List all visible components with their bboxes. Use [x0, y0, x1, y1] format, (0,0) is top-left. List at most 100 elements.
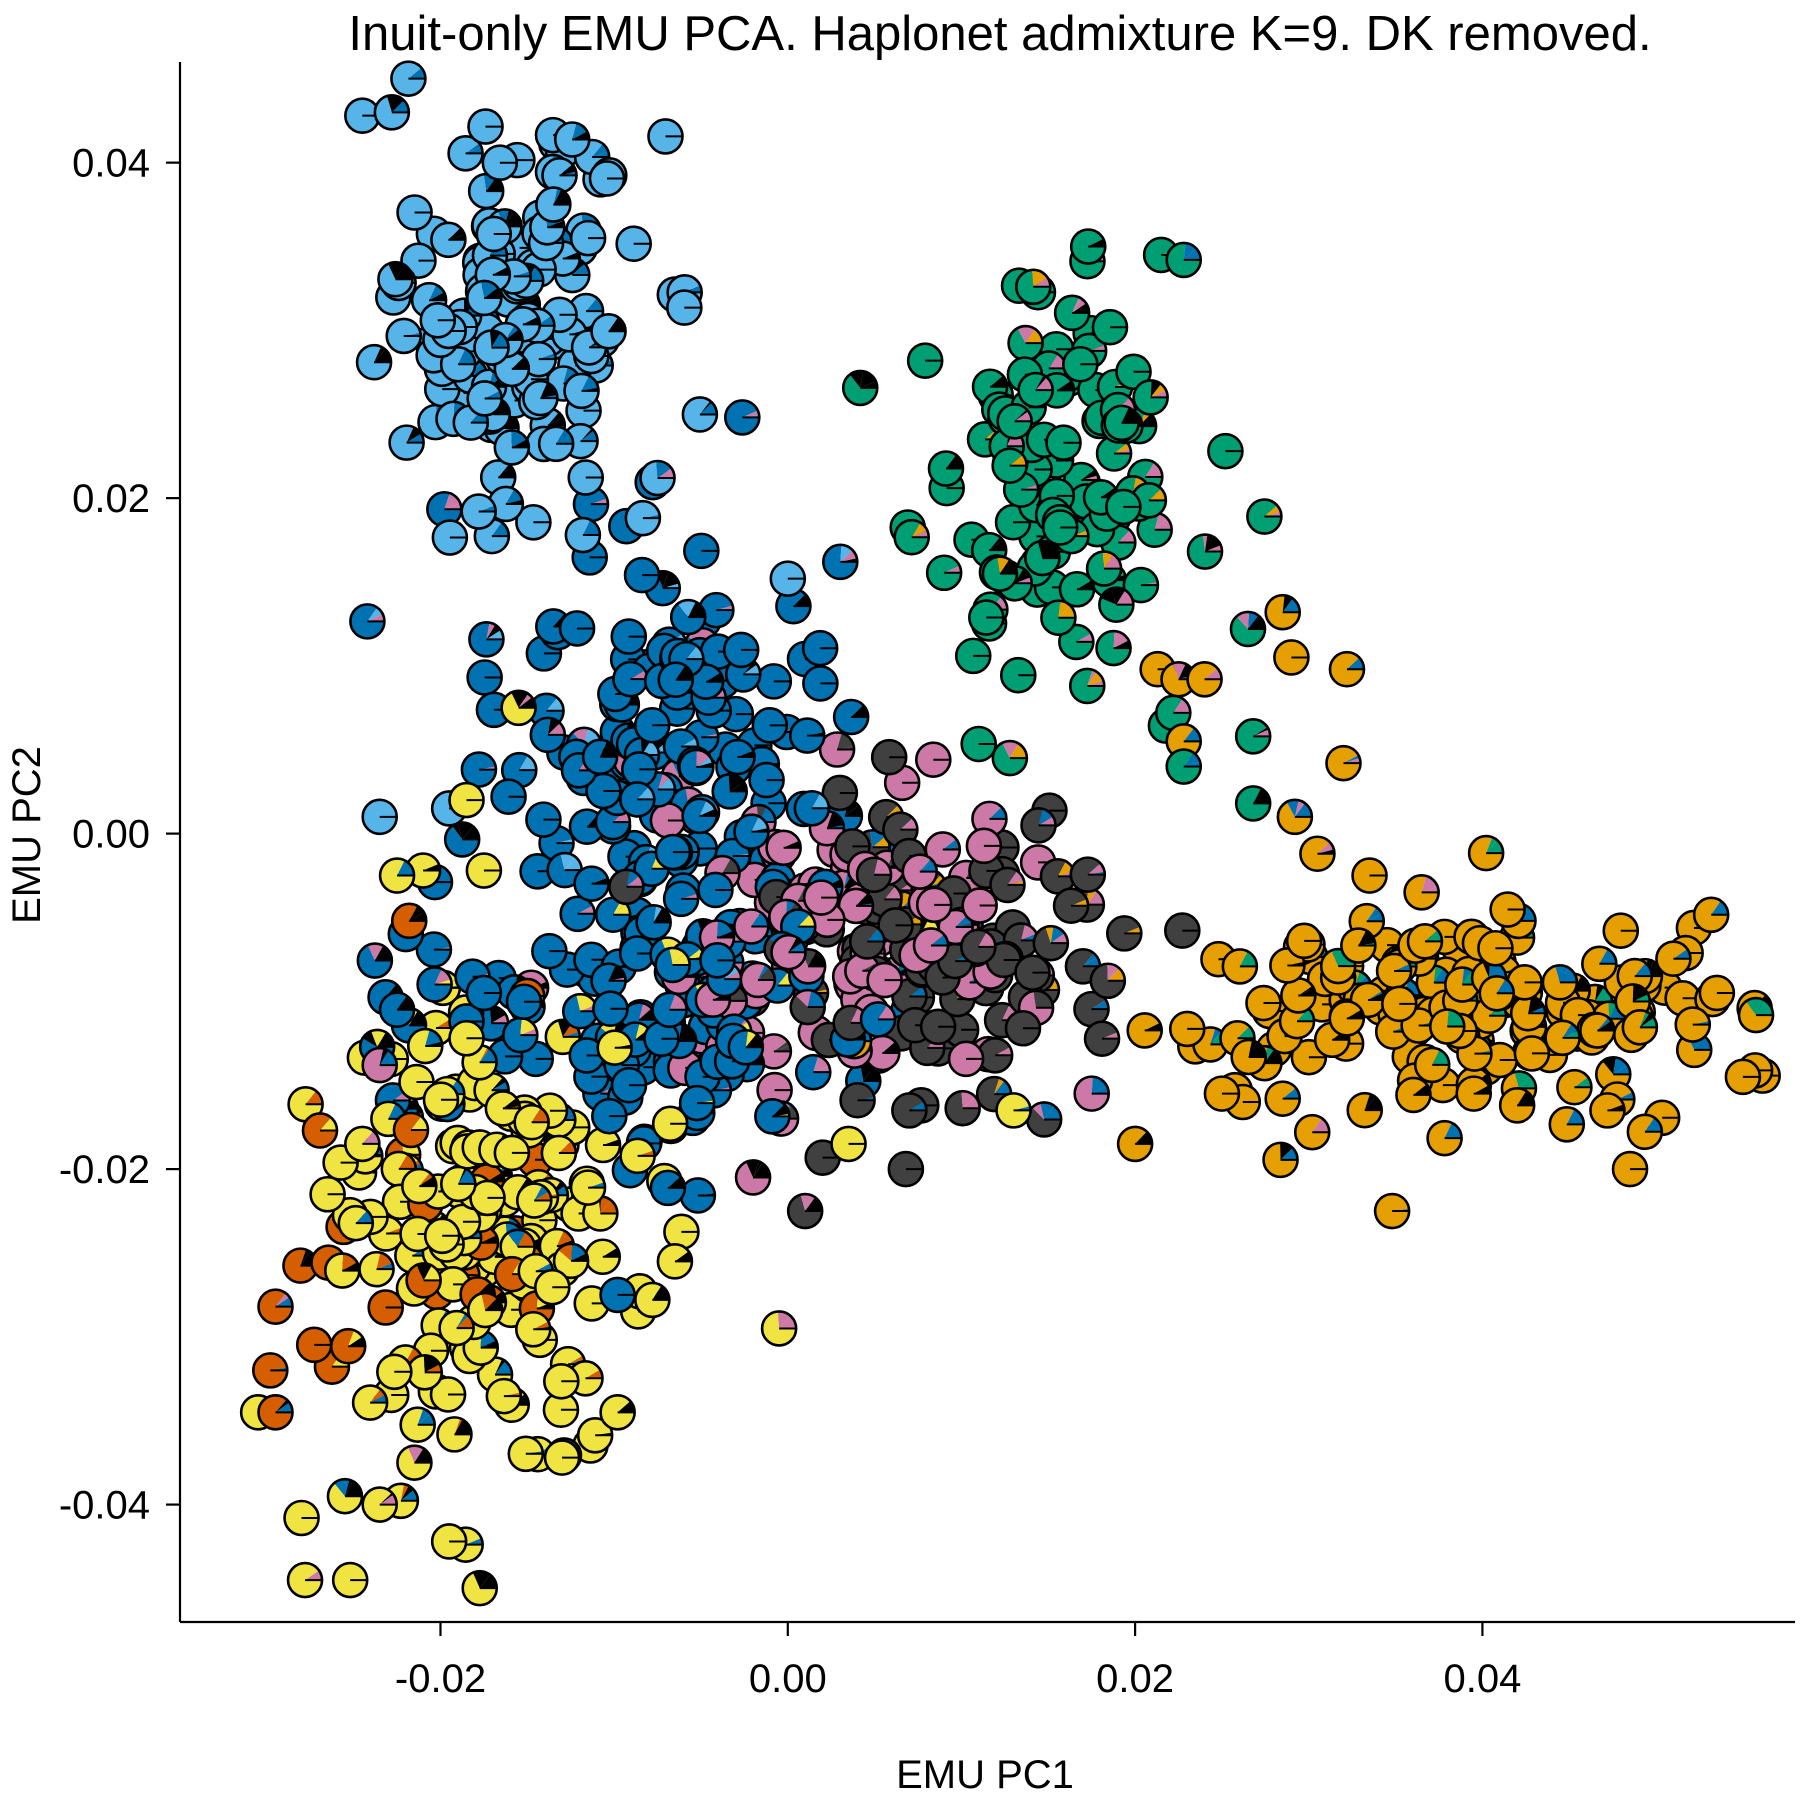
pie-marker	[531, 932, 568, 970]
pie-marker	[968, 599, 1005, 636]
pie-outline	[683, 532, 720, 570]
pie-marker	[1085, 550, 1123, 587]
pie-marker	[914, 741, 952, 778]
pie-slice	[662, 583, 680, 589]
pie-marker	[396, 194, 433, 231]
pie-outline	[576, 1417, 614, 1454]
pie-marker	[295, 1326, 333, 1364]
pie-slice	[860, 371, 876, 388]
pie-marker	[1467, 834, 1505, 872]
pie-slice	[1264, 511, 1282, 517]
pie-slice	[1087, 680, 1105, 686]
pie-outline	[430, 221, 467, 259]
pie-marker	[733, 908, 770, 945]
pie-marker	[1045, 424, 1082, 461]
pie-slice	[1087, 669, 1097, 686]
pie-marker	[893, 518, 931, 556]
pie-marker	[1068, 667, 1106, 705]
pie-marker	[960, 725, 998, 763]
pie-slice	[472, 1571, 491, 1589]
pie-outline	[1186, 533, 1224, 570]
pie-marker	[647, 118, 684, 155]
pie-marker	[788, 717, 826, 754]
pie-marker	[481, 144, 519, 181]
pie-marker	[563, 372, 600, 410]
pie-marker	[1186, 533, 1224, 570]
pie-marker	[429, 1376, 467, 1413]
pie-marker	[1602, 912, 1640, 950]
pie-slice	[994, 1077, 1005, 1095]
pie-marker	[1132, 379, 1169, 416]
pie-marker	[541, 157, 578, 194]
pie-slice	[1264, 505, 1281, 517]
pie-marker	[1737, 996, 1775, 1034]
pie-slice	[448, 227, 465, 240]
pie-marker	[385, 317, 423, 355]
pie-slice	[465, 147, 483, 154]
pie-marker	[590, 312, 627, 350]
pie-marker	[467, 108, 504, 145]
pie-marker	[1674, 1006, 1712, 1043]
pie-slice	[990, 375, 1008, 387]
pie-marker	[927, 450, 965, 487]
pie-outline	[1126, 1012, 1164, 1049]
pie-slice	[1237, 1026, 1255, 1039]
pie-slice	[562, 1031, 580, 1037]
pie-slice	[773, 1041, 790, 1052]
pie-outline	[467, 108, 504, 145]
pie-outline	[1068, 667, 1106, 705]
pie-marker	[855, 856, 893, 894]
pie-slice	[773, 1045, 791, 1052]
pie-marker	[610, 618, 648, 655]
pie-marker	[1089, 962, 1127, 1000]
pie-marker	[1007, 324, 1044, 362]
pie-marker	[832, 698, 870, 736]
pie-marker	[468, 621, 505, 658]
pie-slice	[1091, 999, 1109, 1010]
pie-marker	[751, 707, 789, 744]
pie-marker	[542, 1362, 580, 1400]
pie-markers	[239, 60, 1781, 1607]
pie-marker	[663, 1213, 700, 1251]
pie-marker	[1083, 1020, 1121, 1057]
pie-marker	[722, 631, 760, 669]
pie-marker	[789, 988, 827, 1026]
pie-outline	[481, 144, 519, 181]
pie-slice	[942, 839, 960, 850]
pie-marker	[619, 781, 656, 818]
pie-marker	[507, 1435, 545, 1473]
pie-marker	[765, 829, 802, 867]
pie-slice	[444, 503, 462, 510]
pie-slice	[1002, 741, 1019, 759]
pie-outline	[398, 1063, 435, 1101]
pie-marker	[466, 659, 503, 696]
pie-slice	[1017, 326, 1036, 344]
pie-outline	[356, 942, 394, 979]
pie-slice	[1566, 1109, 1584, 1125]
pie-marker	[529, 716, 567, 754]
pie-slice	[367, 943, 384, 961]
pie-marker	[584, 1238, 622, 1276]
pie-slice	[592, 152, 610, 157]
pie-marker	[398, 1063, 435, 1101]
pie-marker	[1014, 954, 1051, 991]
pie-slice	[1040, 859, 1075, 894]
pie-marker	[615, 225, 652, 263]
pie-slice	[1114, 442, 1131, 454]
pie-marker	[981, 555, 1019, 592]
pie-slice	[576, 994, 587, 1012]
pie-marker	[1041, 509, 1079, 546]
pie-marker	[1032, 924, 1070, 962]
pie-outline	[544, 1018, 582, 1056]
pie-marker	[793, 789, 831, 827]
pie-slice	[283, 1248, 318, 1283]
pie-marker	[415, 931, 453, 968]
pie-slice	[1205, 545, 1223, 552]
pie-slice	[1367, 990, 1384, 1000]
pie-slice	[491, 1077, 507, 1091]
pie-slice	[1367, 993, 1385, 1000]
pie-marker	[1053, 294, 1091, 332]
pie-slice	[1210, 1028, 1222, 1045]
pie-marker	[573, 865, 610, 902]
pie-marker	[553, 121, 591, 158]
